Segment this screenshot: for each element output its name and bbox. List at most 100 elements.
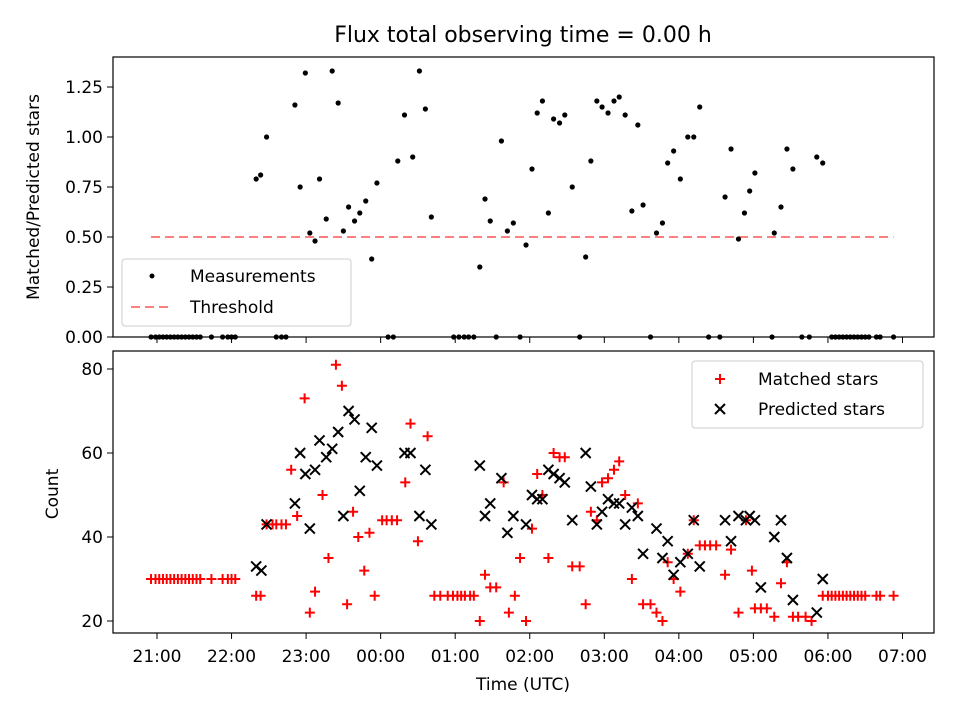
top-legend-box [121, 258, 352, 327]
predicted-star-point [602, 493, 614, 505]
measurement-point [297, 184, 303, 190]
predicted-star-point [613, 497, 625, 510]
predicted-star-point [626, 501, 638, 514]
measurement-point [410, 154, 416, 160]
bottom-x-tick-label: 01:00 [431, 647, 480, 667]
matched-star-point [675, 586, 686, 597]
matched-star-point [353, 532, 364, 542]
matched-star-point [574, 561, 585, 572]
measurement-point [179, 334, 185, 340]
measurement-point [225, 334, 231, 340]
matched-star-point [626, 574, 637, 584]
measurement-point [890, 334, 897, 340]
measurement-point [706, 334, 712, 340]
measurement-point [539, 98, 546, 104]
measurement-point [697, 104, 703, 110]
measurement-point [752, 170, 758, 176]
predicted-star-point [787, 594, 799, 606]
measurement-point [858, 334, 865, 340]
predicted-star-point [585, 480, 597, 493]
matched-star-point [400, 477, 411, 488]
measurement-point [487, 218, 493, 224]
matched-star-point [608, 464, 619, 475]
top-plot-frame [112, 56, 935, 338]
measurement-point [208, 334, 215, 340]
matched-star-point [412, 536, 423, 547]
predicted-star-point [667, 569, 680, 581]
predicted-star-point [596, 506, 608, 518]
measurement-point [451, 334, 457, 340]
bottom-x-tick-label: 07:00 [878, 647, 927, 667]
top-y-tick-label: 0.50 [65, 228, 103, 248]
bottom-y-tick-label: 80 [81, 360, 103, 380]
legend-matched-marker [715, 374, 725, 384]
measurement-point [401, 112, 408, 118]
matched-star-point [645, 599, 656, 610]
predicted-star-point [260, 518, 273, 531]
measurement-point [829, 334, 835, 340]
measurement-point [316, 176, 323, 182]
measurement-point [647, 334, 654, 340]
predicted-star-point [531, 493, 543, 505]
predicted-star-point [755, 581, 767, 594]
measurement-point [456, 334, 462, 340]
matched-star-point [405, 418, 416, 429]
predicted-star-point [520, 518, 532, 531]
predicted-star-point [337, 510, 350, 522]
measurement-point [175, 334, 181, 340]
measurement-point [273, 334, 279, 340]
measurement-point [747, 188, 753, 194]
predicted-star-point [404, 447, 417, 459]
measurement-point [685, 134, 691, 140]
measurement-point [164, 334, 170, 340]
matched-star-point [580, 599, 591, 610]
predicted-star-point [719, 514, 731, 526]
matched-star-point [503, 607, 514, 618]
matched-star-point [875, 590, 886, 601]
measurement-point [605, 110, 611, 116]
predicted-star-point [507, 510, 520, 522]
measurement-point [677, 176, 683, 182]
matched-star-point [657, 616, 668, 626]
matched-star-point [597, 477, 608, 488]
measurement-point [283, 334, 289, 340]
predicted-star-point [637, 548, 649, 560]
matched-star-point [800, 611, 811, 622]
bottom-x-axis-label: Time (UTC) [475, 675, 570, 695]
predicted-star-point [479, 510, 491, 522]
measurement-point [814, 154, 820, 160]
matched-star-point [364, 527, 375, 538]
measurement-point [263, 134, 270, 140]
predicted-star-point [495, 472, 508, 484]
predicted-star-point [484, 497, 496, 510]
measurement-point [186, 334, 192, 340]
predicted-star-point [536, 493, 549, 505]
matched-star-point [559, 452, 570, 463]
top-panel: Flux total observing time = 0.00 h Match… [24, 23, 935, 348]
matched-star-point [726, 544, 737, 555]
matched-star-point [468, 590, 479, 601]
measurement-point [735, 236, 742, 242]
measurement-point [493, 334, 499, 340]
measurement-point [622, 112, 628, 118]
predicted-star-point [768, 531, 780, 543]
measurement-point [278, 334, 285, 340]
measurement-point [228, 334, 235, 340]
measurement-point [728, 146, 734, 152]
measurement-point [523, 242, 529, 248]
predicted-star-point [725, 535, 737, 547]
bottom-legend-box [691, 360, 924, 429]
measurement-point [551, 116, 557, 122]
measurement-point [156, 334, 162, 340]
measurement-point [510, 220, 516, 226]
predicted-star-point [294, 447, 306, 459]
matched-star-point [369, 590, 380, 601]
measurement-point [599, 104, 605, 110]
predicted-star-point [579, 447, 592, 459]
matched-star-point [711, 540, 722, 551]
predicted-star-point [320, 451, 332, 463]
measurement-points [148, 68, 897, 340]
measurement-point [691, 134, 697, 140]
matched-star-point [359, 565, 370, 576]
predicted-star-point [332, 426, 344, 438]
